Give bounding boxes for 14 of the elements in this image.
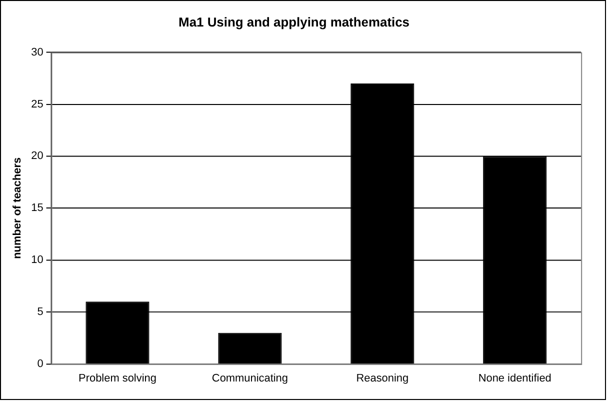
bar [218, 332, 282, 364]
x-tick-label: Reasoning [356, 372, 409, 385]
y-tick-label: 25 [31, 98, 44, 110]
y-axis-title: number of teachers [12, 157, 24, 259]
y-tick-label: 5 [37, 306, 44, 318]
chart-title: Ma1 Using and applying mathematics [178, 14, 410, 30]
y-tick-label: 10 [31, 254, 44, 266]
y-tick-label: 20 [31, 150, 44, 162]
x-tick-label: None identified [478, 372, 552, 385]
y-tick-label: 0 [37, 358, 44, 370]
y-tick-label: 30 [31, 46, 44, 58]
x-tick-label: Communicating [212, 372, 288, 385]
y-tick-label: 15 [31, 202, 44, 214]
x-tick-label: Problem solving [78, 372, 156, 385]
